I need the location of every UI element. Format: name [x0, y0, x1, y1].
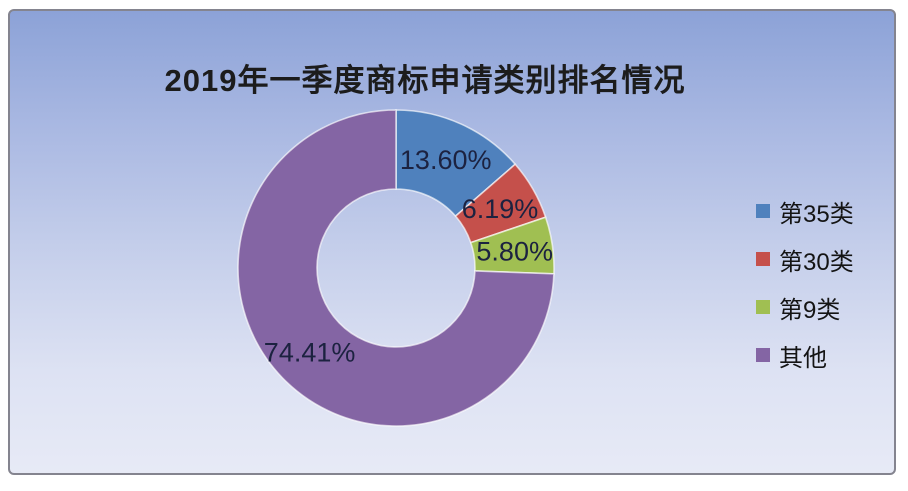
- legend-label: 第9类: [779, 296, 841, 324]
- chart-title: 2019年一季度商标申请类别排名情况: [164, 63, 686, 98]
- legend-swatch-class35: [756, 204, 770, 218]
- donut-slice-3: [237, 109, 555, 427]
- chart-panel: 2019年一季度商标申请类别排名情况 13.60% 6.19% 5.80% 74.41…: [8, 9, 896, 475]
- legend-item-class35: 第35类: [756, 197, 854, 228]
- legend-label: 第35类: [779, 200, 854, 228]
- donut-chart: 13.60% 6.19% 5.80% 74.41%: [237, 109, 555, 427]
- legend-swatch-class9: [756, 300, 770, 314]
- slice-data-label: 5.80%: [476, 237, 553, 267]
- legend-swatch-class30: [756, 252, 770, 266]
- legend-swatch-other: [756, 348, 770, 362]
- slice-data-label: 6.19%: [462, 194, 539, 224]
- legend-item-other: 其他: [756, 341, 854, 372]
- slice-data-label: 13.60%: [400, 145, 492, 175]
- legend-label: 其他: [779, 344, 827, 372]
- legend-item-class9: 第9类: [756, 293, 854, 324]
- legend-label: 第30类: [779, 248, 854, 276]
- chart-legend: 第35类 第30类 第9类 其他: [756, 197, 854, 372]
- slice-data-label: 74.41%: [264, 337, 356, 367]
- legend-item-class30: 第30类: [756, 245, 854, 276]
